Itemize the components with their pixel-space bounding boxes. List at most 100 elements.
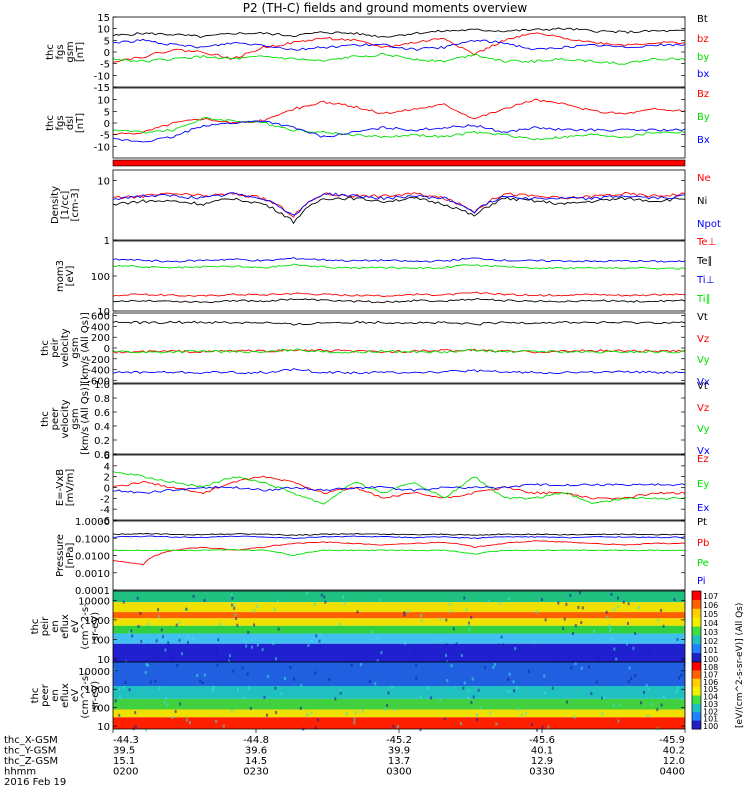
spectrogram-speckle <box>164 648 167 652</box>
series-line-By <box>112 117 686 141</box>
y-tick-label: -200 <box>87 355 110 366</box>
y-axis-label: [nT] <box>75 42 86 62</box>
spectrogram-speckle <box>415 663 418 667</box>
x-axis-value: 15.1 <box>113 756 135 767</box>
colorbar-segment <box>692 626 701 636</box>
spectrogram-speckle <box>158 686 161 690</box>
spectrogram-speckle <box>118 687 121 691</box>
spectrogram-speckle <box>626 642 629 646</box>
spectrogram-speckle <box>131 634 134 638</box>
y-axis-label: thc <box>40 340 51 356</box>
x-axis-value: 0400 <box>660 767 685 778</box>
y-tick-label: 0.0010 <box>75 569 110 580</box>
spectrogram-speckle <box>380 651 383 655</box>
series-line-Npot <box>112 192 686 216</box>
spectrogram-speckle <box>318 639 321 643</box>
x-axis-value: 39.5 <box>113 746 135 757</box>
spectrogram-speckle <box>634 674 637 678</box>
y-tick-label: 100 <box>91 704 110 715</box>
y-axis-label: [km/s (All Qs)] <box>80 383 91 455</box>
spectrogram-speckle <box>174 709 177 713</box>
spectrogram-speckle <box>565 700 568 704</box>
spectrogram-speckle <box>273 608 276 612</box>
legend-entry: Vt <box>697 381 708 392</box>
spectrogram-speckle <box>191 637 194 641</box>
spectrogram-speckle <box>289 665 292 669</box>
spectrogram-speckle <box>145 728 148 732</box>
spectrogram-speckle <box>146 663 149 667</box>
panel-frame <box>112 87 686 159</box>
spectrogram-speckle <box>368 679 371 683</box>
spectrogram-speckle <box>261 648 264 652</box>
spectrogram-speckle <box>232 669 235 673</box>
spectrogram-speckle <box>280 692 283 696</box>
spectrogram-band <box>113 698 685 710</box>
y-axis-label: (cm^2-s- <box>80 603 91 650</box>
spectrogram-speckle <box>403 613 406 617</box>
y-tick-label: 0.6 <box>94 408 110 419</box>
spectrogram-speckle <box>617 605 620 609</box>
spectrogram-speckle <box>415 676 418 680</box>
colorbar-tick-label: 101 <box>703 646 718 655</box>
spectrogram-speckle <box>419 695 422 699</box>
spectrogram-speckle <box>243 696 246 700</box>
y-axis-label: [nT] <box>75 113 86 133</box>
spectrogram-speckle <box>158 614 161 618</box>
spectrogram-speckle <box>232 603 235 607</box>
spectrogram-speckle <box>647 687 650 691</box>
y-tick-label: 0.0 <box>94 450 110 461</box>
spectrogram-speckle <box>609 629 612 633</box>
spectrogram-speckle <box>439 698 442 702</box>
series-line-Te⊥ <box>112 291 686 298</box>
spectrogram-speckle <box>565 602 568 606</box>
spectrogram-speckle <box>162 635 165 639</box>
spectrogram-band <box>113 686 685 699</box>
plot-title: P2 (TH-C) fields and ground moments over… <box>243 1 528 15</box>
spectrogram-speckle <box>605 610 608 614</box>
spectrogram-speckle <box>601 712 604 716</box>
y-axis-label: gsm <box>70 337 81 358</box>
spectrogram-speckle <box>178 637 181 641</box>
spectrogram-speckle <box>508 672 511 676</box>
legend-entry: bz <box>697 34 709 45</box>
x-axis-value: 0300 <box>386 767 411 778</box>
spectrogram-speckle <box>470 615 473 619</box>
series-line-Te∥ <box>112 298 686 304</box>
spectrogram-speckle <box>606 615 609 619</box>
spectrogram-speckle <box>353 721 356 725</box>
y-axis-label: peer <box>40 683 51 707</box>
spectrogram-speckle <box>463 681 466 685</box>
spectrogram-band <box>113 633 685 644</box>
y-tick-label: -2 <box>100 494 110 505</box>
spectrogram-speckle <box>426 686 429 690</box>
spectrogram-speckle <box>235 616 238 620</box>
spectrogram-speckle <box>178 638 181 642</box>
x-axis-value: 13.7 <box>388 756 410 767</box>
colorbar-segment <box>692 662 701 671</box>
spectrogram-speckle <box>374 682 377 686</box>
x-axis-value: 0330 <box>529 767 554 778</box>
spectrogram-band <box>113 618 685 626</box>
y-axis-label: mom3 <box>55 260 66 292</box>
spectrogram-speckle <box>527 669 530 673</box>
spectrogram-speckle <box>376 636 379 640</box>
series-line-by <box>112 52 686 65</box>
colorbar-segment <box>692 695 701 705</box>
legend-entry: Ti∥ <box>696 294 711 305</box>
spectrogram-speckle <box>580 666 583 670</box>
spectrogram-speckle <box>595 680 598 684</box>
colorbar-segment <box>692 635 701 645</box>
y-axis-label: [eV] <box>65 266 76 287</box>
spectrogram-speckle <box>339 689 342 693</box>
spectrogram-speckle <box>383 707 386 711</box>
colorbar-frame <box>691 661 702 730</box>
spectrogram-speckle <box>339 691 342 695</box>
colorbar-tick-label: 103 <box>703 700 718 709</box>
spectrogram-speckle <box>376 659 379 663</box>
spectrogram-speckle <box>353 717 356 721</box>
spectrogram-speckle <box>543 674 546 678</box>
spectrogram-speckle <box>386 704 389 708</box>
spectrogram-speckle <box>236 688 239 692</box>
spectrogram-speckle <box>178 621 181 625</box>
